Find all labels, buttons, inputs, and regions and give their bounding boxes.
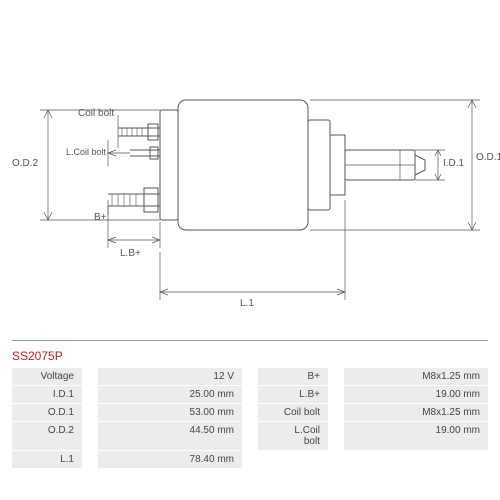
label-id1: I.D.1 <box>443 158 464 169</box>
spec-value: 19.00 mm <box>344 421 488 450</box>
label-b-plus: B+ <box>94 212 107 223</box>
spec-label: L.Coil bolt <box>258 421 328 450</box>
spec-label: I.D.1 <box>12 385 82 403</box>
spec-value: 19.00 mm <box>344 385 488 403</box>
spec-value: 12 V <box>98 367 242 385</box>
spec-value <box>344 450 488 468</box>
spec-label: O.D.1 <box>12 403 82 421</box>
spec-table: Voltage 12 V B+ M8x1.25 mm I.D.1 25.00 mm L.B+… <box>12 367 488 468</box>
technical-drawing: O.D.2 Coil bolt L.Coil bolt B+ L.B+ L.1 … <box>0 0 500 340</box>
label-l1: L.1 <box>240 298 254 309</box>
spec-label: Coil bolt <box>258 403 328 421</box>
spec-value: 78.40 mm <box>98 450 242 468</box>
label-l-coil-bolt: L.Coil bolt <box>66 147 106 157</box>
spec-label: Voltage <box>12 367 82 385</box>
label-od2: O.D.2 <box>12 158 38 169</box>
spec-label <box>258 450 328 468</box>
spec-section: SS2075P Voltage 12 V B+ M8x1.25 mm I.D.1 25.0… <box>0 343 500 468</box>
label-od1-h: O.D.1 <box>476 152 500 163</box>
part-number: SS2075P <box>12 349 488 363</box>
spec-value: M8x1.25 mm <box>344 403 488 421</box>
label-lb-plus: L.B+ <box>120 248 141 259</box>
spec-value: 53.00 mm <box>98 403 242 421</box>
drawing-svg <box>0 0 500 340</box>
spec-value: 25.00 mm <box>98 385 242 403</box>
divider <box>12 340 488 341</box>
spec-label: L.1 <box>12 450 82 468</box>
spec-value: M8x1.25 mm <box>344 367 488 385</box>
spec-label: O.D.2 <box>12 421 82 450</box>
spec-label: B+ <box>258 367 328 385</box>
spec-value: 44.50 mm <box>98 421 242 450</box>
label-coil-bolt: Coil bolt <box>78 108 114 119</box>
spec-label: L.B+ <box>258 385 328 403</box>
